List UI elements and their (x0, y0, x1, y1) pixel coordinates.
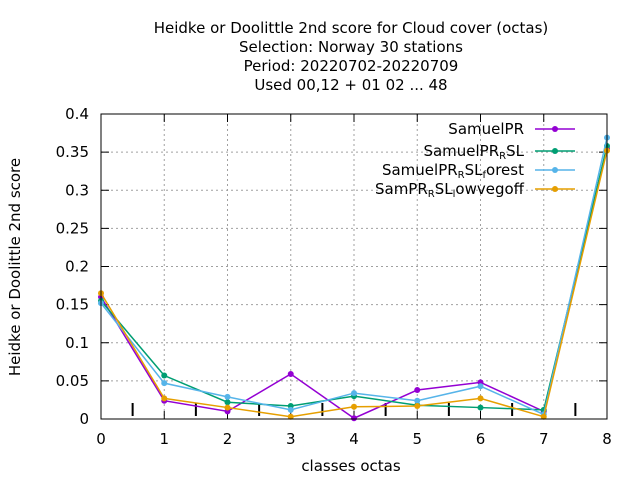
data-point (161, 395, 168, 402)
series-lines (98, 134, 610, 422)
legend-text-part: SL (465, 161, 484, 179)
data-point (540, 413, 547, 420)
title-line: Heidke or Doolittle 2nd score for Cloud … (154, 19, 549, 37)
data-point (224, 399, 231, 406)
legend-marker (552, 167, 558, 173)
y-tick-label: 0.35 (56, 143, 89, 161)
x-tick-label: 3 (286, 430, 296, 448)
legend-label: SamuelPRRSLforest (382, 161, 524, 181)
legend-subscript: l (453, 189, 456, 200)
x-tick-label: 7 (539, 430, 549, 448)
y-tick-label: 0.25 (56, 219, 89, 237)
x-tick-label: 4 (349, 430, 359, 448)
y-tick-label: 0.05 (56, 372, 89, 390)
legend-subscript: R (458, 170, 465, 181)
legend-item: SamuelPR (448, 120, 575, 138)
data-point (351, 403, 357, 410)
data-point (414, 397, 421, 404)
data-point (287, 371, 294, 378)
x-tick-label: 1 (159, 430, 169, 448)
x-tick-label: 8 (602, 430, 612, 448)
legend: SamuelPRSamuelPRRSLSamuelPRRSLforestSamP… (375, 120, 575, 200)
legend-subscript: R (499, 151, 506, 162)
legend-marker (552, 126, 558, 132)
y-tick-label: 0.4 (65, 105, 89, 123)
data-point (224, 404, 231, 411)
class-boundary-markers (131, 403, 577, 416)
data-point (477, 383, 484, 390)
data-point (414, 403, 421, 410)
legend-text-part: owvegoff (455, 180, 524, 198)
grid (101, 114, 607, 419)
legend-marker (552, 186, 558, 192)
title-line: Used 00,12 + 01 02 ... 48 (254, 76, 447, 94)
y-tick-label: 0.1 (65, 334, 89, 352)
x-tick-label: 0 (96, 430, 106, 448)
series-line (100, 148, 608, 420)
data-point (224, 393, 231, 400)
title-line: Selection: Norway 30 stations (239, 38, 463, 56)
data-point (477, 404, 484, 411)
legend-label: SamuelPR (448, 120, 524, 138)
x-axis-label: classes octas (301, 457, 401, 475)
y-tick-label: 0.2 (65, 258, 89, 276)
title-line: Period: 20220702-20220709 (244, 57, 459, 75)
legend-item: SamPRRSLlowvegoff (375, 180, 575, 200)
legend-item: SamuelPRRSLforest (382, 161, 575, 181)
chart-title: Heidke or Doolittle 2nd score for Cloud … (154, 19, 549, 94)
legend-marker (552, 148, 558, 154)
legend-text-part: SamPR (375, 180, 428, 198)
data-point (351, 390, 357, 397)
x-tick-label: 2 (223, 430, 233, 448)
legend-label: SamPRRSLlowvegoff (375, 180, 525, 200)
legend-text-part: orest (486, 161, 524, 179)
y-tick-label: 0.15 (56, 296, 89, 314)
data-point (414, 387, 421, 394)
legend-subscript: f (483, 170, 487, 181)
data-point (161, 380, 168, 387)
x-tick-label: 6 (476, 430, 486, 448)
legend-text-part: SamuelPR (448, 120, 524, 138)
legend-text-part: SamuelPR (382, 161, 458, 179)
y-tick-label: 0.3 (65, 181, 89, 199)
y-tick-label: 0 (79, 410, 89, 428)
data-point (351, 415, 357, 422)
series-SamPR_RSL_lowvegoff (98, 147, 610, 420)
data-point (477, 395, 484, 402)
series-SamuelPR_RSL (98, 143, 610, 413)
legend-subscript: R (428, 189, 435, 200)
data-point (161, 372, 168, 379)
axis-ticks: 0 0.05 0.1 0.15 0.2 0.25 0.3 0.35 0.4 0 1 2 3 4 5 6 7 8 (56, 105, 612, 448)
plot-frame (100, 113, 608, 420)
x-tick-label: 5 (412, 430, 422, 448)
y-axis-label: Heidke or Doolittle 2nd score (6, 158, 24, 376)
legend-label: SamuelPRRSL (423, 142, 524, 162)
legend-item: SamuelPRRSL (423, 142, 575, 162)
legend-text-part: SL (435, 180, 454, 198)
data-point (287, 413, 294, 420)
legend-text-part: SamuelPR (423, 142, 499, 160)
legend-text-part: SL (506, 142, 525, 160)
data-point (287, 406, 294, 413)
